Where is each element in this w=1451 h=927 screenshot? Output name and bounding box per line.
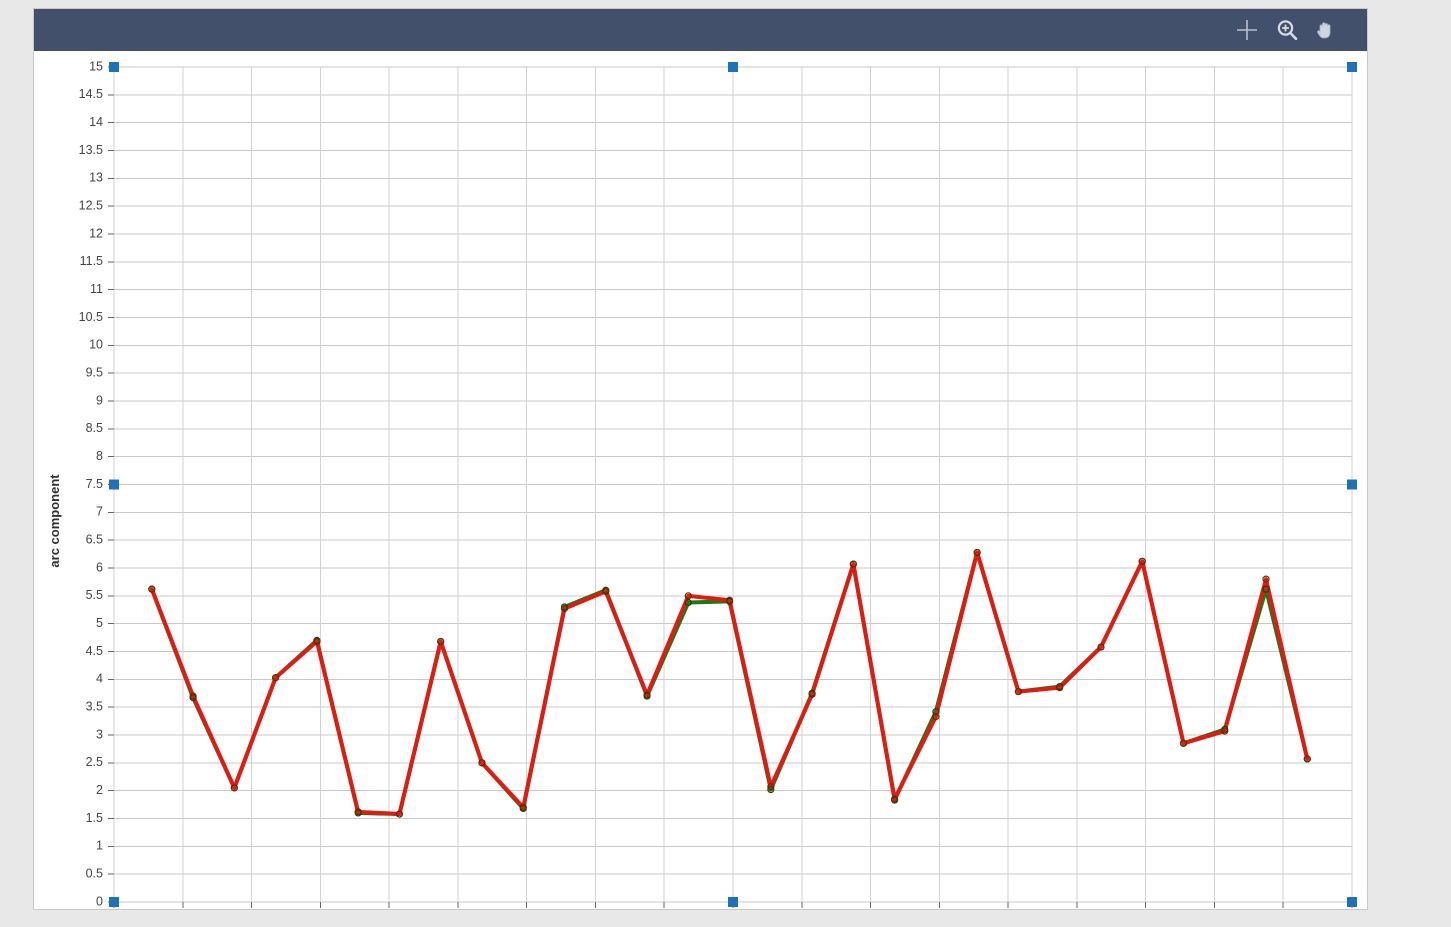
data-point-marker[interactable]	[148, 585, 156, 593]
y-tick-label: 10.5	[79, 310, 103, 324]
selection-handle[interactable]	[109, 897, 119, 907]
y-tick-label: 13	[89, 171, 103, 185]
selection-handle[interactable]	[728, 62, 738, 72]
data-point-marker[interactable]	[684, 592, 692, 600]
y-tick-label: 12.5	[79, 198, 103, 212]
selection-handle[interactable]	[728, 897, 738, 907]
y-axis-title: arc component	[47, 474, 62, 568]
plot-window: 0 0.5 1 1.5 2 2.5 3 3.5 4 4.5 5 5.5 6 6.5 7 7.5 8 8.5 9 9.5…	[33, 8, 1368, 910]
data-point-marker[interactable]	[932, 708, 940, 716]
y-tick-label: 6.5	[86, 532, 103, 546]
data-point-marker[interactable]	[478, 759, 486, 767]
red-series-markers[interactable]	[148, 548, 1311, 818]
data-point-marker[interactable]	[395, 810, 404, 818]
data-point-marker[interactable]	[1014, 687, 1023, 696]
data-point-marker[interactable]	[1303, 755, 1311, 763]
y-tick-label: 3	[96, 727, 103, 741]
y-tick-label: 9	[96, 393, 103, 407]
data-point-marker[interactable]	[230, 784, 238, 792]
y-tick-label: 5	[96, 616, 103, 630]
chart-svg: 00.511.522.533.544.555.566.577.588.599.5…	[47, 59, 1357, 908]
y-axis-tick-labels: 00.511.522.533.544.555.566.577.588.599.5…	[79, 59, 103, 908]
y-tick-label: 8.5	[86, 421, 103, 435]
data-point-marker[interactable]	[849, 560, 857, 568]
data-point-marker[interactable]	[519, 803, 527, 811]
selection-handle[interactable]	[1347, 62, 1357, 72]
y-tick-label: 7.5	[86, 477, 103, 491]
y-tick-label: 14	[89, 115, 103, 129]
data-point-marker[interactable]	[189, 692, 197, 700]
data-point-marker[interactable]	[973, 548, 981, 557]
y-tick-label: 3.5	[86, 699, 103, 713]
y-tick-label: 9.5	[86, 365, 103, 379]
y-tick-label: 4.5	[86, 644, 103, 658]
vertical-gridlines	[113, 67, 1353, 902]
zoom-in-icon[interactable]	[1273, 16, 1301, 44]
y-tick-label: 11	[90, 282, 103, 296]
green-series-markers[interactable]	[148, 548, 1311, 818]
chart-plot-area[interactable]: 0 0.5 1 1.5 2 2.5 3 3.5 4 4.5 5 5.5 6 6.5 7 7.5 8 8.5 9 9.5…	[34, 51, 1369, 911]
data-point-marker[interactable]	[808, 690, 816, 698]
data-point-marker[interactable]	[767, 783, 775, 791]
selection-handle[interactable]	[109, 62, 119, 72]
y-tick-label: 12	[89, 226, 103, 240]
pan-hand-icon[interactable]	[1311, 16, 1339, 44]
y-tick-label: 11.5	[80, 254, 103, 268]
data-point-marker[interactable]	[1221, 727, 1229, 735]
y-tick-label: 4	[96, 672, 103, 686]
data-point-marker[interactable]	[437, 637, 445, 646]
red-series-line[interactable]	[149, 550, 1310, 817]
selection-handles[interactable]	[109, 62, 1357, 907]
data-point-marker[interactable]	[1179, 739, 1188, 747]
data-point-marker[interactable]	[313, 637, 321, 646]
y-tick-label: 1.5	[86, 811, 103, 825]
y-tick-label: 10	[89, 338, 103, 352]
crosshair-icon[interactable]	[1233, 16, 1261, 44]
data-point-marker[interactable]	[684, 598, 692, 607]
y-tick-label: 6	[96, 560, 103, 574]
data-point-marker[interactable]	[767, 785, 775, 794]
y-tick-label: 2.5	[86, 755, 103, 769]
y-tick-label: 2	[96, 783, 103, 797]
data-point-marker[interactable]	[1262, 585, 1270, 593]
y-tick-label: 8	[96, 449, 103, 463]
y-tick-label: 0.5	[86, 866, 103, 880]
data-point-marker[interactable]	[932, 713, 940, 721]
data-point-marker[interactable]	[891, 795, 899, 803]
data-point-marker[interactable]	[354, 808, 362, 816]
data-point-marker[interactable]	[725, 596, 734, 604]
selection-handle[interactable]	[1347, 479, 1357, 490]
data-point-marker[interactable]	[1262, 575, 1270, 583]
data-point-marker[interactable]	[1056, 684, 1064, 692]
data-point-marker[interactable]	[272, 674, 280, 682]
data-point-marker[interactable]	[643, 691, 651, 699]
y-tick-label: 14.5	[79, 87, 103, 101]
data-point-marker[interactable]	[560, 605, 569, 613]
y-tick-label: 7	[96, 505, 103, 519]
red-data-series[interactable]	[149, 550, 1310, 817]
data-point-marker[interactable]	[602, 587, 610, 595]
y-tick-label: 0	[96, 894, 103, 908]
y-tick-label: 13.5	[79, 143, 103, 157]
data-point-marker[interactable]	[1138, 557, 1146, 565]
y-tick-label: 5.5	[86, 588, 103, 602]
selection-handle[interactable]	[109, 479, 119, 490]
y-tick-label: 1	[96, 839, 103, 853]
chart-toolbar	[34, 9, 1367, 51]
selection-handle[interactable]	[1347, 897, 1357, 907]
data-point-marker[interactable]	[1097, 643, 1105, 651]
y-tick-label: 15	[89, 59, 103, 73]
